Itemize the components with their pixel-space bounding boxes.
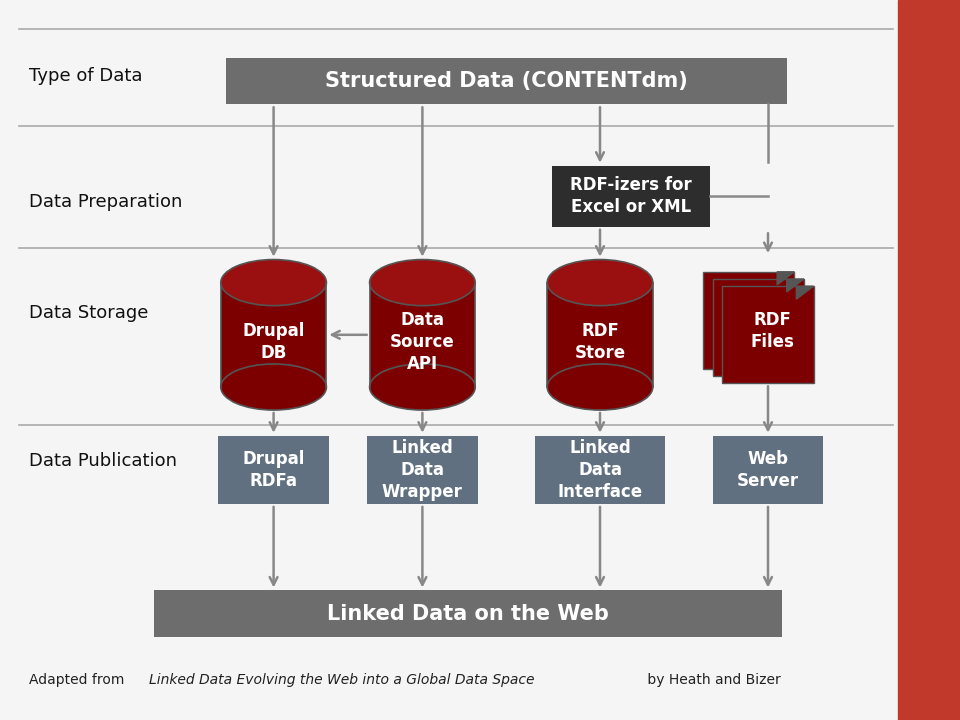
Ellipse shape	[370, 259, 475, 305]
FancyArrowPatch shape	[596, 413, 604, 430]
FancyArrowPatch shape	[270, 413, 277, 430]
Ellipse shape	[221, 364, 326, 410]
Text: by Heath and Bizer: by Heath and Bizer	[643, 673, 780, 688]
FancyArrowPatch shape	[596, 507, 604, 585]
FancyBboxPatch shape	[712, 436, 824, 504]
Text: Linked
Data
Wrapper: Linked Data Wrapper	[382, 438, 463, 501]
Bar	[370, 282, 475, 387]
Polygon shape	[778, 271, 795, 284]
Ellipse shape	[370, 364, 475, 410]
Ellipse shape	[221, 259, 326, 305]
FancyArrowPatch shape	[764, 386, 772, 430]
FancyArrowPatch shape	[419, 413, 426, 430]
Text: RDF
Store: RDF Store	[574, 322, 626, 362]
FancyBboxPatch shape	[552, 166, 710, 227]
Ellipse shape	[547, 259, 653, 305]
Text: Adapted from: Adapted from	[29, 673, 129, 688]
FancyArrowPatch shape	[270, 507, 277, 585]
Text: Linked Data on the Web: Linked Data on the Web	[327, 604, 609, 624]
Polygon shape	[787, 279, 804, 292]
Ellipse shape	[547, 364, 653, 410]
Text: Data Storage: Data Storage	[29, 304, 148, 323]
FancyArrowPatch shape	[419, 507, 426, 585]
Bar	[898, 0, 960, 720]
FancyArrowPatch shape	[419, 107, 426, 254]
Text: Data Preparation: Data Preparation	[29, 192, 182, 210]
FancyBboxPatch shape	[218, 436, 328, 504]
Text: Type of Data: Type of Data	[29, 67, 142, 85]
FancyBboxPatch shape	[226, 58, 787, 104]
Text: Structured Data (CONTENTdm): Structured Data (CONTENTdm)	[325, 71, 687, 91]
Bar	[547, 282, 653, 387]
FancyArrowPatch shape	[332, 331, 367, 338]
FancyBboxPatch shape	[703, 271, 795, 369]
Text: Linked
Data
Interface: Linked Data Interface	[558, 438, 642, 501]
Bar	[221, 282, 326, 387]
FancyArrowPatch shape	[764, 507, 772, 585]
Text: Linked Data Evolving the Web into a Global Data Space: Linked Data Evolving the Web into a Glob…	[149, 673, 535, 688]
Text: RDF
Files: RDF Files	[751, 311, 795, 351]
FancyBboxPatch shape	[723, 286, 814, 383]
Text: Drupal
DB: Drupal DB	[243, 322, 304, 362]
FancyArrowPatch shape	[596, 230, 604, 254]
Text: Drupal
RDFa: Drupal RDFa	[243, 450, 304, 490]
Polygon shape	[797, 286, 814, 300]
FancyArrowPatch shape	[596, 107, 604, 160]
FancyArrowPatch shape	[764, 233, 772, 251]
Text: Data
Source
API: Data Source API	[390, 311, 455, 373]
FancyArrowPatch shape	[270, 107, 277, 254]
Text: Data Publication: Data Publication	[29, 452, 177, 470]
Text: RDF-izers for
Excel or XML: RDF-izers for Excel or XML	[570, 176, 692, 216]
FancyBboxPatch shape	[154, 590, 782, 637]
FancyBboxPatch shape	[712, 279, 804, 376]
FancyBboxPatch shape	[367, 436, 478, 504]
Text: Web
Server: Web Server	[737, 450, 799, 490]
FancyBboxPatch shape	[536, 436, 664, 504]
